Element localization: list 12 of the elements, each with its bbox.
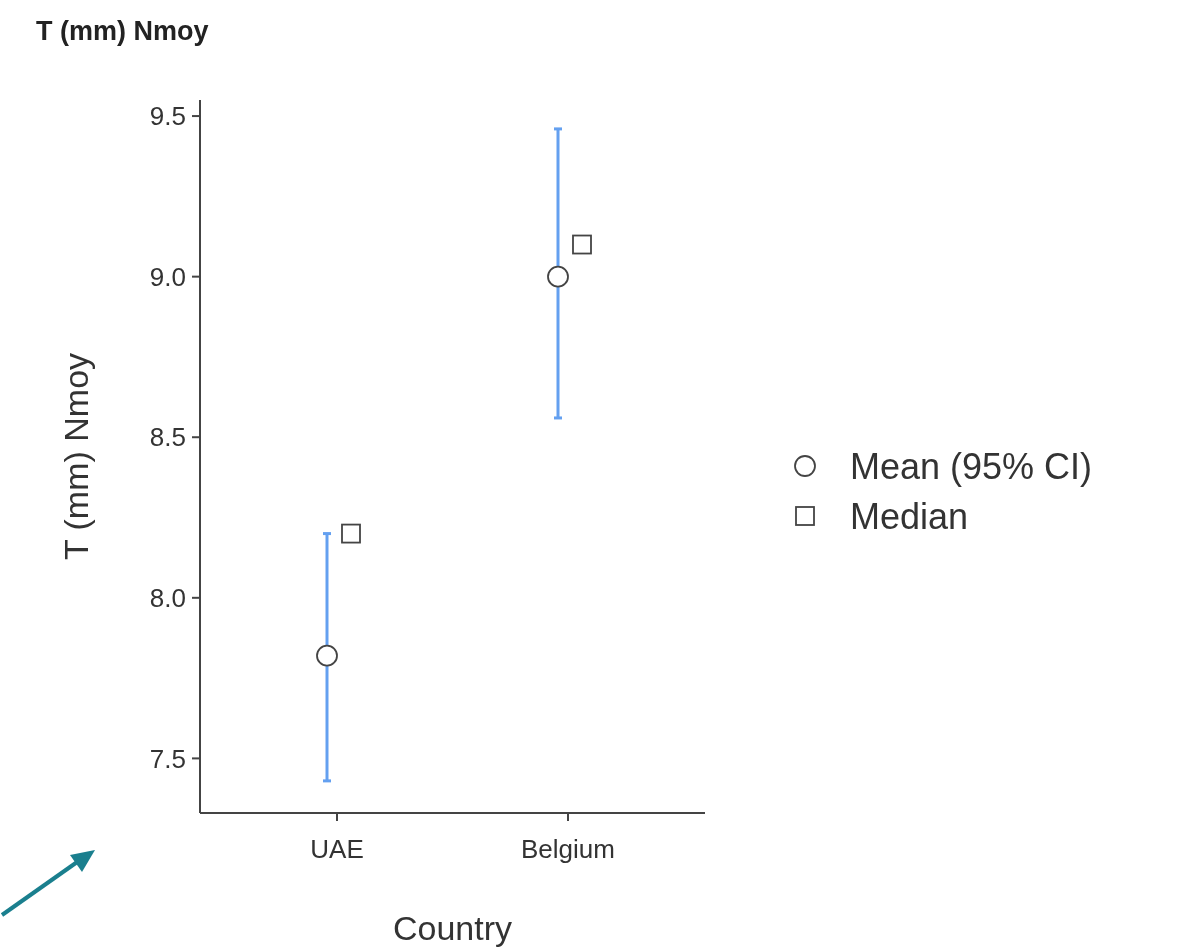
- y-axis-title: T (mm) Nmoy: [57, 352, 95, 561]
- y-tick-label: 9.5: [149, 101, 186, 132]
- y-tick-label: 7.5: [149, 743, 186, 774]
- y-tick-label: 8.0: [149, 582, 186, 613]
- legend-label: Median: [850, 495, 969, 537]
- legend-label: Mean (95% CI): [850, 445, 1093, 487]
- x-axis-title: Country: [392, 909, 513, 947]
- y-tick-label: 8.5: [149, 422, 186, 453]
- x-tick-label: Belgium: [521, 834, 615, 864]
- chart-title: T (mm) Nmoy: [36, 16, 209, 46]
- x-tick-label: UAE: [310, 834, 364, 864]
- y-tick-label: 9.0: [149, 261, 186, 292]
